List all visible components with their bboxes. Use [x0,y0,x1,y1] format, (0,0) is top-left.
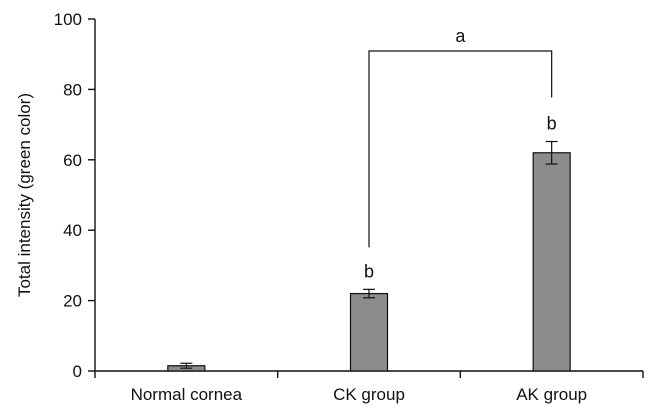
bar-significance-label: b [364,261,374,281]
y-tick-label: 80 [63,80,82,99]
plot-area: 0 20 40 60 80 100 Normal cornea CK group AK gro… [54,10,644,404]
bar-labels: bb [364,113,557,281]
bar [532,152,571,372]
bar-significance-label: b [547,113,557,133]
bracket-line [368,50,553,248]
y-ticks: 0 20 40 60 80 100 [54,10,95,381]
bar [349,292,389,372]
significance-bracket: a [368,26,553,248]
y-tick-label: 0 [73,362,82,381]
y-tick-label: 60 [63,151,82,170]
x-ticks: Normal cornea CK group AK group [94,371,644,404]
x-tick-label: AK group [516,385,587,404]
bracket-label: a [455,26,466,46]
y-tick-label: 20 [63,292,82,311]
y-tick-label: 40 [63,221,82,240]
y-axis-label: Total intensity (green color) [15,93,34,297]
x-tick-label: Normal cornea [131,385,243,404]
error-bars [180,140,558,369]
x-tick-label: CK group [333,385,405,404]
y-tick-label: 100 [54,10,82,29]
